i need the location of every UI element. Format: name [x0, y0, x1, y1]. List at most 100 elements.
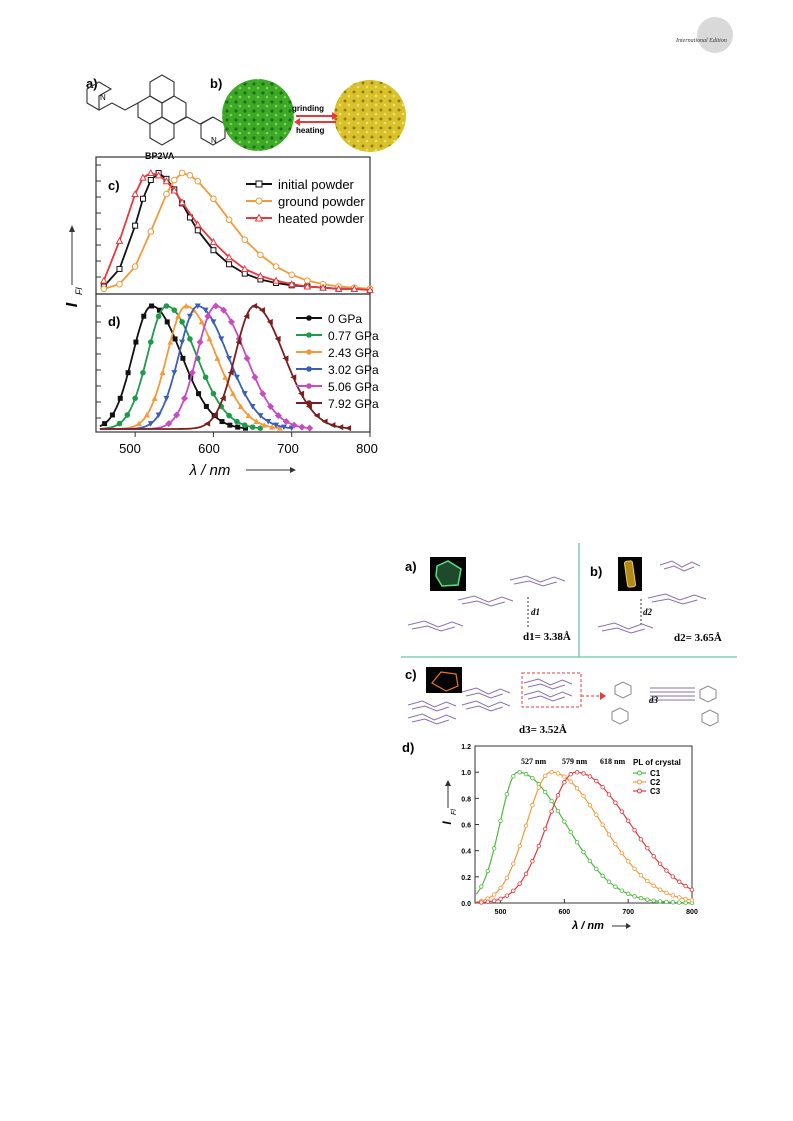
panel-c-point	[209, 237, 218, 246]
panel-d-point	[179, 319, 185, 325]
panel-d-point	[194, 303, 201, 309]
fig2-point	[657, 899, 663, 904]
fig2-point	[549, 769, 554, 775]
fig2-ytick-label: 0.0	[461, 901, 471, 908]
fig2-point	[555, 808, 561, 814]
fig2-point	[638, 896, 644, 901]
peak-label-c2: 579 nm	[562, 757, 587, 766]
green-powder-texture	[222, 79, 294, 151]
panel-d-point	[243, 425, 249, 431]
molecule-layer	[407, 620, 464, 628]
panel-d-point	[220, 306, 228, 314]
panel-c-point	[178, 169, 186, 177]
fig2-xtick-label: 600	[559, 909, 571, 916]
fig2-point	[504, 893, 510, 898]
molecule-layer	[407, 700, 457, 708]
panel-c-legend-marker	[255, 180, 263, 188]
panel-c-legend-marker	[255, 197, 263, 205]
fig2-point	[479, 884, 484, 889]
molecule-layer	[461, 700, 511, 708]
panel-d-point	[210, 319, 217, 325]
panel-c-point	[257, 251, 264, 259]
panel-c-point	[115, 236, 124, 244]
fig2-point	[543, 789, 548, 795]
fig2-point	[587, 774, 593, 779]
heating-arrowhead	[294, 118, 300, 126]
yellow-powder-texture	[334, 80, 406, 152]
svg-text:Fl: Fl	[451, 809, 458, 815]
fig2-point	[683, 896, 688, 902]
fig2-legend-title: PL of crystal	[633, 758, 681, 767]
panel-c-point	[99, 276, 108, 284]
panel-d-point	[117, 395, 123, 401]
panel-d-point	[266, 318, 273, 325]
fig2-legend-label: C3	[650, 787, 661, 796]
panel-d-point	[235, 424, 241, 430]
fig2-point	[511, 861, 516, 867]
panel-c-point	[303, 282, 312, 290]
fig2-xtick-label: 700	[622, 909, 634, 916]
grinding-arrowhead	[332, 112, 338, 120]
fig2-point	[689, 887, 695, 892]
panel-d-point	[198, 318, 205, 325]
panel-d-line-1	[99, 305, 263, 430]
panel-c-point	[225, 216, 233, 224]
panel-d-point	[230, 390, 236, 397]
svg-text:I: I	[64, 302, 81, 307]
fig1-xlabel-arrowhead	[290, 467, 296, 473]
fig2-ytick-label: 0.2	[461, 875, 471, 882]
panel-d-point	[179, 339, 186, 346]
zoom-arrowhead	[600, 692, 606, 700]
panel-d-point	[116, 420, 123, 427]
panel-d-point	[156, 307, 162, 313]
molecule-layer	[461, 687, 511, 695]
molecule-layer	[663, 565, 695, 572]
fig2-point	[664, 868, 669, 873]
molecule-layer	[457, 595, 514, 603]
fig2-panel-label-a: a)	[405, 559, 417, 574]
panel-d-point	[219, 419, 225, 425]
panel-d-point	[290, 421, 298, 429]
panel-c-legend: initial powder ground powder heated powder	[246, 177, 365, 226]
molecule-layer	[411, 718, 449, 725]
bp2va-structure	[86, 74, 226, 146]
fig2-point	[491, 898, 497, 903]
fig2-point	[670, 874, 676, 879]
panel-c-point	[194, 227, 201, 234]
fig1-panel-label-a: a)	[86, 76, 98, 91]
panel-d-legend-marker	[306, 400, 312, 406]
panel-c-point	[226, 261, 233, 268]
fig2-point	[619, 888, 624, 893]
fig2-point	[638, 873, 644, 878]
panel-d-point	[222, 374, 229, 380]
panel-d-point	[345, 425, 352, 432]
fig2-xtick-label: 500	[495, 909, 507, 916]
panel-d-point	[267, 402, 275, 410]
crystal-c2-shape	[623, 560, 637, 588]
panel-d-point	[269, 424, 276, 430]
panel-d-plot	[99, 302, 352, 432]
fig2-point	[651, 854, 656, 859]
fig1-ylabel-arrowhead	[69, 225, 75, 232]
panel-d-legend-marker	[306, 366, 312, 372]
fig2-point	[619, 850, 624, 856]
panel-d-point	[212, 302, 220, 310]
panel-d-point	[163, 395, 170, 402]
panel-d-legend-label: 0.77 GPa	[328, 329, 379, 343]
fig2-point	[651, 883, 656, 888]
phenyl-ring	[614, 681, 632, 699]
fig2-point	[670, 900, 676, 905]
panel-c-point	[162, 177, 171, 185]
panel-d-legend-label: 3.02 GPa	[328, 363, 379, 377]
panel-c-point	[194, 177, 202, 185]
panel-c-point	[170, 186, 179, 194]
panel-d-legend-marker	[306, 349, 312, 355]
panel-c-point	[163, 190, 170, 198]
fig1-xtick-600: 600	[198, 441, 220, 456]
fig2-point	[664, 890, 669, 896]
panel-c-point	[241, 236, 249, 243]
fig2-point	[581, 794, 586, 799]
panel-d-point	[211, 411, 218, 418]
